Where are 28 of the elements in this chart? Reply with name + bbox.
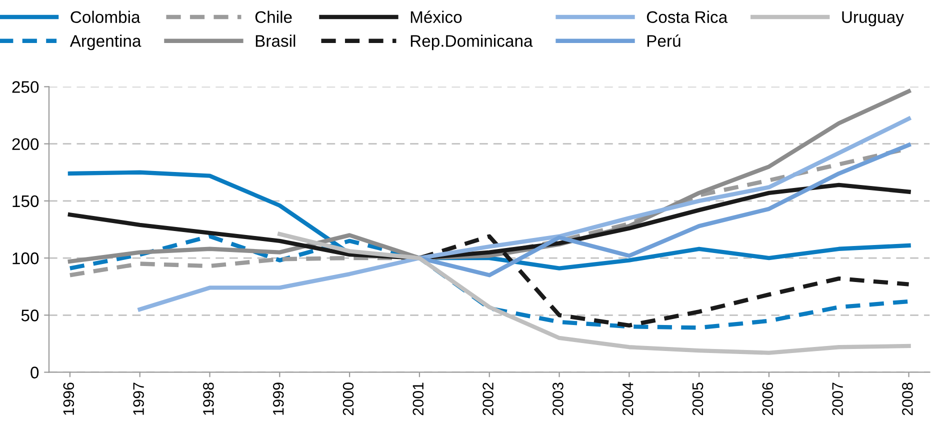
x-tick-label: 2007 [832,382,843,416]
x-tick-label: 2000 [342,382,354,416]
x-tick-label: 2003 [552,382,564,416]
x-tick-label: 1999 [272,382,284,415]
legend-label: Costa Rica [646,10,728,24]
legend-label: Perú [647,34,680,47]
x-tick-label: 1997 [133,382,144,415]
legend-label: México [410,10,462,24]
legend-label: Argentina [70,34,142,50]
legend-label: Uruguay [842,11,904,26]
y-tick-label: 50 [21,310,39,322]
legend-label: Brasil [256,34,296,47]
legend-label: Colombia [70,10,140,24]
y-tick-label: 150 [12,195,39,208]
x-tick-label: 2006 [762,382,774,416]
x-tick-label: 2005 [692,382,704,416]
y-tick-label: 100 [12,252,39,264]
x-tick-label: 2004 [622,382,634,416]
y-tick-label: 200 [12,138,39,150]
x-tick-label: 2001 [412,382,424,416]
x-tick-label: 1996 [63,382,74,415]
y-tick-label: 250 [12,81,39,93]
x-tick-label: 2008 [902,382,913,416]
legend-label: Chile [255,10,292,24]
y-tick-label: 0 [30,366,39,378]
x-tick-label: 1998 [203,382,214,415]
x-tick-label: 2002 [482,382,494,416]
legend-label: Rep.Dominicana [410,34,533,50]
